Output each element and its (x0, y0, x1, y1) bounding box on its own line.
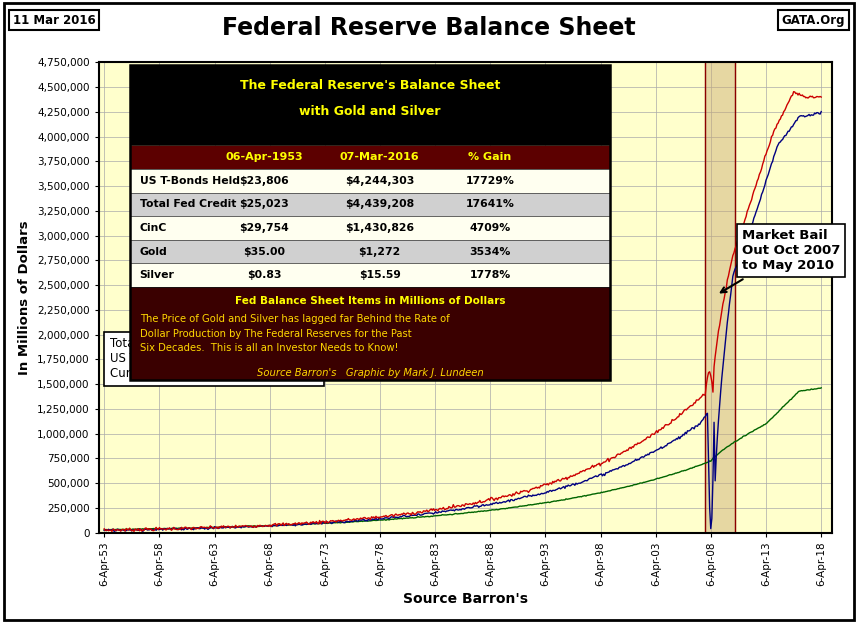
Text: Federal Reserve Balance Sheet: Federal Reserve Balance Sheet (222, 16, 636, 40)
Text: with Gold and Silver: with Gold and Silver (299, 105, 441, 118)
Text: 11 Mar 2016: 11 Mar 2016 (13, 14, 95, 27)
Text: 17641%: 17641% (466, 199, 515, 209)
Text: US T-Bonds Held: US T-Bonds Held (140, 176, 239, 186)
Text: $29,754: $29,754 (239, 223, 289, 233)
X-axis label: Source Barron's: Source Barron's (403, 592, 528, 606)
Text: $0.83: $0.83 (247, 270, 281, 280)
Text: 1778%: 1778% (469, 270, 511, 280)
Text: Dollar Production by The Federal Reserves for the Past: Dollar Production by The Federal Reserve… (140, 328, 411, 338)
Bar (705, 62, 735, 533)
Text: Fed Balance Sheet Items in Millions of Dollars: Fed Balance Sheet Items in Millions of D… (235, 296, 505, 306)
Text: $1,272: $1,272 (359, 247, 401, 257)
Text: Silver: Silver (140, 270, 174, 280)
Text: $4,439,208: $4,439,208 (345, 199, 414, 209)
Text: 07-Mar-2016: 07-Mar-2016 (340, 152, 420, 162)
Text: Total Fed Credit --------:   Red Plot
US Treasury Bonds -----:   Blue Plot
Curre: Total Fed Credit --------: Red Plot US T… (110, 338, 318, 381)
Text: 4709%: 4709% (469, 223, 511, 233)
Text: 17729%: 17729% (466, 176, 515, 186)
Text: $35.00: $35.00 (244, 247, 286, 257)
Text: The Federal Reserve's Balance Sheet: The Federal Reserve's Balance Sheet (240, 78, 500, 92)
Text: $4,244,303: $4,244,303 (345, 176, 414, 186)
Text: 06-Apr-1953: 06-Apr-1953 (226, 152, 303, 162)
Text: GATA.Org: GATA.Org (782, 14, 845, 27)
Text: % Gain: % Gain (468, 152, 511, 162)
Text: $25,023: $25,023 (239, 199, 289, 209)
Text: $15.59: $15.59 (359, 270, 401, 280)
Text: $23,806: $23,806 (239, 176, 289, 186)
Text: $1,430,826: $1,430,826 (345, 223, 414, 233)
Text: The Price of Gold and Silver has lagged far Behind the Rate of: The Price of Gold and Silver has lagged … (140, 313, 450, 324)
Text: Source Barron's   Graphic by Mark J. Lundeen: Source Barron's Graphic by Mark J. Lunde… (257, 368, 483, 378)
Y-axis label: In Millions of Dollars: In Millions of Dollars (19, 220, 32, 375)
Text: Six Decades.  This is all an Investor Needs to Know!: Six Decades. This is all an Investor Nee… (140, 343, 398, 353)
Text: Gold: Gold (140, 247, 167, 257)
Text: 3534%: 3534% (469, 247, 511, 257)
Text: CinC: CinC (140, 223, 167, 233)
Text: Total Fed Credit: Total Fed Credit (140, 199, 236, 209)
Text: Market Bail
Out Oct 2007
to May 2010: Market Bail Out Oct 2007 to May 2010 (721, 229, 840, 292)
